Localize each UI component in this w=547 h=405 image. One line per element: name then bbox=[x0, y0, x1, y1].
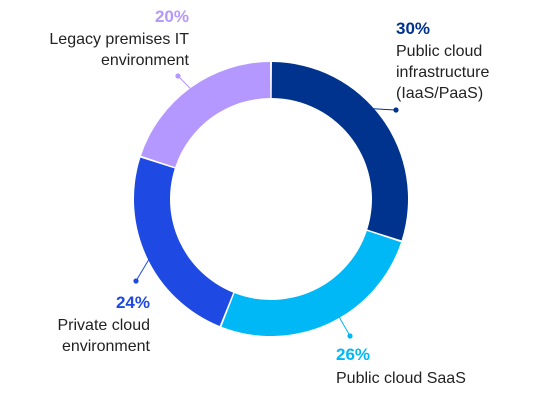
leader-line-2 bbox=[135, 257, 151, 282]
leader-line-3 bbox=[177, 75, 193, 91]
slice-label-group-0: 30% Public cloud infrastructure (IaaS/Pa… bbox=[396, 19, 489, 102]
category-label-3-line-1: Legacy premises IT bbox=[49, 31, 189, 48]
value-label-0: 30% bbox=[396, 19, 430, 38]
value-label-1: 26% bbox=[336, 345, 370, 364]
category-label-0-line-3: (IaaS/PaaS) bbox=[396, 85, 483, 102]
leader-dot-0 bbox=[393, 107, 399, 113]
donut-slices bbox=[133, 62, 408, 336]
leader-dot-2 bbox=[133, 278, 139, 284]
category-label-2-line-1: Private cloud bbox=[58, 317, 151, 334]
slice-label-group-3: 20% Legacy premises IT environment bbox=[49, 7, 189, 69]
category-label-3-line-2: environment bbox=[101, 52, 190, 69]
donut-slice-1 bbox=[221, 230, 401, 336]
value-label-2: 24% bbox=[116, 293, 150, 312]
category-label-0-line-1: Public cloud bbox=[396, 43, 482, 60]
donut-slice-0 bbox=[271, 62, 408, 241]
slice-label-group-2: 24% Private cloud environment bbox=[58, 293, 151, 355]
category-label-2-line-2: environment bbox=[62, 338, 151, 355]
value-label-3: 20% bbox=[155, 7, 189, 26]
slice-label-group-1: 26% Public cloud SaaS bbox=[336, 345, 466, 387]
donut-slice-2 bbox=[133, 157, 234, 327]
leader-dot-3 bbox=[175, 73, 181, 79]
category-label-0-line-2: infrastructure bbox=[396, 64, 489, 81]
leader-line-0 bbox=[371, 108, 397, 111]
leader-lines bbox=[133, 73, 399, 339]
leader-line-1 bbox=[338, 315, 351, 337]
donut-slice-3 bbox=[141, 62, 271, 168]
leader-dot-1 bbox=[347, 333, 353, 339]
category-label-1-line-1: Public cloud SaaS bbox=[336, 370, 466, 387]
